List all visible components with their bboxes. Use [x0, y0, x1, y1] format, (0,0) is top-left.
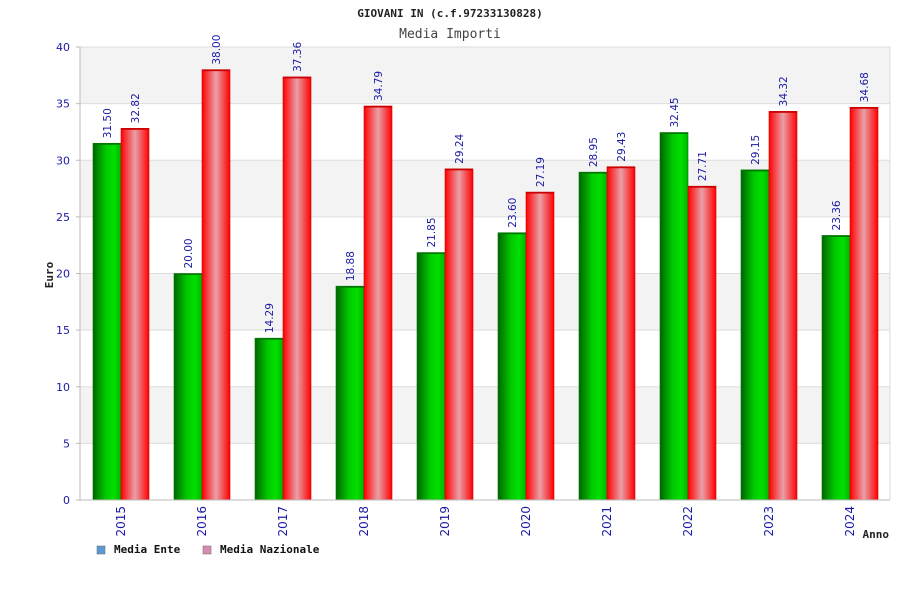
- value-label: 18.88: [345, 251, 357, 281]
- bars: [92, 69, 879, 501]
- value-label: 38.00: [211, 35, 223, 65]
- y-tick-label: 20: [56, 268, 70, 281]
- bar-top-edge: [741, 169, 769, 172]
- bar-top-edge: [93, 143, 121, 145]
- bar-media-ente-2019: [416, 252, 446, 501]
- bar-media-ente-2016: [173, 273, 203, 501]
- value-label: 34.79: [373, 71, 385, 101]
- y-tick-label: 40: [56, 41, 70, 54]
- value-label: 28.95: [588, 137, 600, 167]
- grid-band: [80, 103, 890, 161]
- bar-media-nazionale-2019: [444, 168, 474, 501]
- bar-top-edge: [445, 168, 473, 171]
- value-labels: 31.50 32.82 20.00 38.00 14.29 37.36 18.88 34.79…: [102, 35, 871, 334]
- legend-label-media-ente: Media Ente: [114, 543, 181, 556]
- value-label: 34.32: [778, 76, 790, 106]
- bar-media-nazionale-2018: [363, 105, 393, 501]
- bar-top-edge: [688, 186, 716, 188]
- value-label: 37.36: [292, 42, 304, 72]
- value-label: 23.60: [507, 198, 519, 228]
- x-tick-label: 2023: [762, 506, 776, 537]
- bar-media-ente-2023: [740, 169, 770, 501]
- bar-media-nazionale-2024: [849, 106, 879, 501]
- y-tick-label: 15: [56, 324, 70, 337]
- bar-top-edge: [255, 338, 283, 340]
- value-label: 29.43: [616, 132, 628, 162]
- x-tick-label: 2022: [681, 506, 695, 537]
- bar-media-ente-2017: [254, 337, 284, 501]
- legend-swatch-media-ente: [96, 545, 106, 555]
- value-label: 20.00: [183, 238, 195, 268]
- y-tick-label: 25: [56, 211, 70, 224]
- value-label: 31.50: [102, 108, 114, 138]
- bar-top-edge: [417, 252, 445, 255]
- bar-media-ente-2024: [821, 235, 851, 501]
- legend: Media Ente Media Nazionale: [96, 543, 320, 556]
- bar-media-ente-2018: [335, 285, 365, 501]
- bar-top-edge: [850, 107, 878, 109]
- value-label: 34.68: [859, 72, 871, 102]
- y-tick-label: 0: [63, 494, 70, 507]
- bar-media-ente-2020: [497, 232, 527, 501]
- bar-media-nazionale-2022: [687, 185, 717, 501]
- x-tick-label: 2016: [195, 506, 209, 537]
- y-tick-label: 10: [56, 381, 70, 394]
- legend-swatch-media-nazionale: [202, 545, 212, 555]
- x-axis-label: Anno: [863, 528, 890, 541]
- y-tick-label: 5: [63, 437, 70, 450]
- bar-top-edge: [202, 69, 230, 72]
- bar-media-nazionale-2020: [525, 191, 555, 501]
- value-label: 32.82: [130, 93, 142, 123]
- bar-top-edge: [769, 111, 797, 113]
- value-label: 27.19: [535, 157, 547, 187]
- y-axis-label: Euro: [43, 261, 56, 288]
- bar-top-edge: [498, 232, 526, 235]
- value-label: 29.15: [750, 135, 762, 165]
- bar-top-edge: [336, 286, 364, 288]
- bar-top-edge: [822, 235, 850, 237]
- bar-top-edge: [174, 273, 202, 275]
- bar-top-edge: [526, 192, 554, 194]
- bar-media-nazionale-2023: [768, 111, 798, 501]
- y-axis-ticks: 0 5 10 15 20 25 30 35 40: [56, 41, 80, 507]
- bar-media-nazionale-2015: [120, 128, 150, 501]
- x-tick-label: 2015: [114, 506, 128, 537]
- value-label: 32.45: [669, 97, 681, 127]
- x-tick-label: 2019: [438, 506, 452, 537]
- bar-media-ente-2021: [578, 171, 608, 501]
- value-label: 27.71: [697, 151, 709, 181]
- value-label: 23.36: [831, 200, 843, 230]
- bar-media-nazionale-2017: [282, 76, 312, 501]
- x-axis-ticks: 2015 2016 2017 2018 2019 2020 2021 2022 2023 2024: [114, 506, 857, 537]
- bar-top-edge: [660, 132, 688, 135]
- bar-top-edge: [579, 172, 607, 174]
- chart-title: GIOVANI IN (c.f.97233130828): [357, 7, 542, 20]
- bar-media-ente-2015: [92, 142, 122, 501]
- y-tick-label: 35: [56, 98, 70, 111]
- bar-top-edge: [283, 76, 311, 79]
- value-label: 29.24: [454, 133, 466, 163]
- x-tick-label: 2017: [276, 506, 290, 537]
- bar-top-edge: [364, 106, 392, 108]
- grid-band: [80, 47, 890, 104]
- bar-media-ente-2022: [659, 132, 689, 501]
- x-tick-label: 2018: [357, 506, 371, 537]
- legend-label-media-nazionale: Media Nazionale: [220, 543, 320, 556]
- y-tick-label: 30: [56, 154, 70, 167]
- value-label: 21.85: [426, 217, 438, 247]
- bar-top-edge: [607, 166, 635, 169]
- x-tick-label: 2024: [843, 506, 857, 537]
- value-label: 14.29: [264, 303, 276, 333]
- bar-top-edge: [121, 128, 149, 130]
- x-tick-label: 2021: [600, 506, 614, 537]
- bar-media-nazionale-2021: [606, 166, 636, 501]
- x-tick-label: 2020: [519, 506, 533, 537]
- bar-media-nazionale-2016: [201, 69, 231, 501]
- chart-subtitle: Media Importi: [399, 27, 501, 42]
